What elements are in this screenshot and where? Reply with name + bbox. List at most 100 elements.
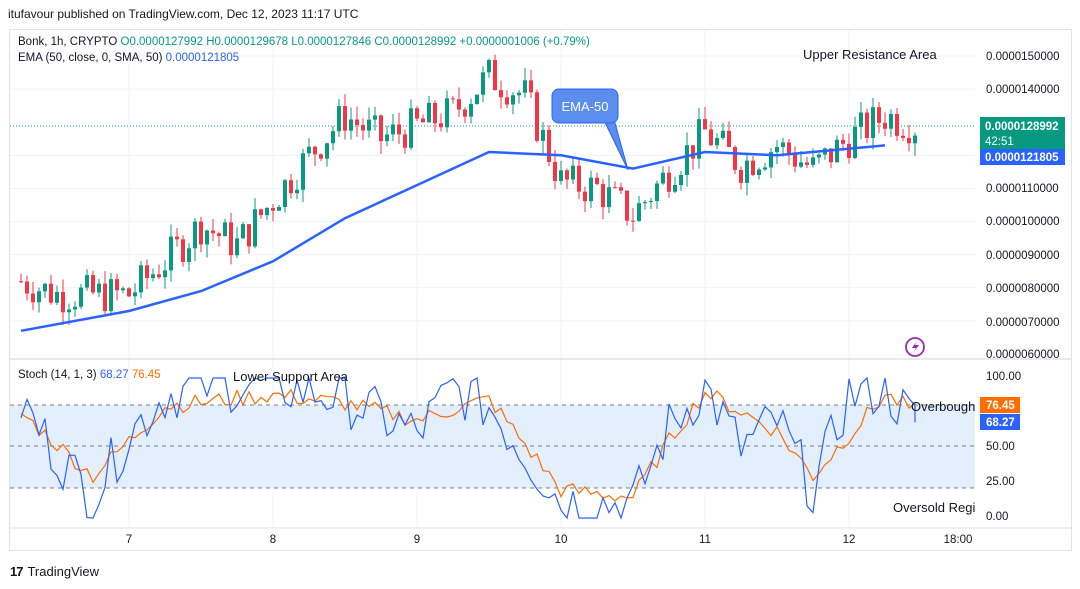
- candle-body: [745, 160, 749, 183]
- candle-body: [511, 95, 515, 105]
- candle-body: [361, 124, 365, 131]
- ema-value: 0.0000121805: [165, 52, 240, 64]
- candle-body: [85, 275, 89, 288]
- stoch-k-tag-value: 68.27: [986, 417, 1015, 429]
- candle-body: [241, 224, 245, 239]
- candle-body: [25, 281, 29, 294]
- candle-body: [343, 106, 347, 131]
- candle-body: [601, 184, 605, 208]
- candle-body: [187, 248, 191, 262]
- candle-body: [397, 124, 401, 135]
- candle-body: [865, 112, 869, 138]
- stoch-d-value: 76.45: [131, 369, 161, 381]
- last-price-tag: [980, 117, 1065, 150]
- candle-body: [901, 135, 905, 138]
- candle-body: [817, 154, 821, 158]
- bar-countdown: 42:51: [985, 136, 1014, 148]
- candle-body: [295, 189, 299, 194]
- candle-body: [421, 118, 425, 123]
- candle-body: [811, 157, 815, 165]
- candle-body: [577, 165, 581, 192]
- candle-body: [751, 160, 755, 175]
- symbol-legend[interactable]: Bonk, 1h, CRYPTO O0.0000127992 H0.000012…: [18, 36, 590, 48]
- candle-body: [523, 80, 527, 93]
- candle-body: [43, 283, 47, 292]
- candle-body: [847, 143, 851, 158]
- price-tick: 0.0000070000: [986, 317, 1060, 329]
- candle-body: [31, 293, 35, 303]
- candle-body: [613, 187, 617, 189]
- candle-body: [697, 119, 701, 159]
- ema-callout[interactable]: [551, 88, 619, 124]
- ema-50-line: [20, 144, 886, 333]
- candle-body: [271, 207, 275, 211]
- price-tick: 0.0000080000: [986, 283, 1060, 295]
- chart-frame[interactable]: [9, 29, 1072, 551]
- candle-body: [109, 279, 113, 312]
- candle-body: [145, 265, 149, 279]
- candle-body: [667, 172, 671, 192]
- candle-body: [253, 209, 257, 247]
- candle-body: [139, 265, 143, 293]
- publish-header: itufavour published on TradingView.com, …: [8, 7, 359, 21]
- time-axis: 7 8 9 10 11 12 18:00: [126, 534, 973, 546]
- candle-body: [853, 126, 857, 158]
- last-price-value: 0.0000128992: [985, 121, 1059, 133]
- candle-body: [379, 115, 383, 142]
- candle-body: [565, 170, 569, 180]
- candle-body: [505, 97, 509, 105]
- candle-body: [163, 270, 167, 278]
- candle-body: [37, 291, 41, 303]
- candle-body: [487, 59, 491, 73]
- stoch-k-tag: [980, 414, 1020, 430]
- candle-body: [217, 233, 221, 237]
- ema-callout-text: EMA-50: [562, 99, 609, 114]
- candle-body: [97, 283, 101, 293]
- price-tick: 0.0000140000: [986, 84, 1060, 96]
- candle-body: [685, 145, 689, 176]
- stoch-tick: 0.00: [986, 511, 1008, 523]
- overbought-label: Overbough: [911, 399, 975, 414]
- candle-body: [895, 114, 899, 136]
- candle-body: [235, 238, 239, 256]
- candle-body: [175, 236, 179, 240]
- candle-body: [433, 102, 437, 124]
- candle-body: [637, 203, 641, 222]
- lightning-icon[interactable]: [905, 337, 925, 357]
- candle-body: [691, 145, 695, 159]
- ema-legend[interactable]: EMA (50, close, 0, SMA, 50) 0.0000121805: [18, 52, 239, 64]
- price-tick: 0.0000090000: [986, 250, 1060, 262]
- candle-body: [133, 292, 137, 297]
- candle-body: [883, 122, 887, 129]
- candles: [19, 54, 917, 326]
- candle-body: [403, 134, 407, 148]
- candle-body: [553, 162, 557, 182]
- candle-body: [631, 220, 635, 222]
- candle-body: [793, 154, 797, 167]
- upper-resistance-label: Upper Resistance Area: [803, 47, 937, 62]
- candle-body: [313, 146, 317, 155]
- time-tick: 9: [414, 534, 420, 546]
- candle-body: [655, 183, 659, 202]
- candle-body: [481, 72, 485, 95]
- candle-body: [871, 107, 875, 138]
- candle-body: [589, 177, 593, 202]
- candle-body: [769, 152, 773, 168]
- candle-body: [763, 167, 767, 170]
- candle-body: [469, 103, 473, 117]
- ema-label: EMA (50, close, 0, SMA, 50): [18, 52, 163, 64]
- footer[interactable]: 17 TradingView: [10, 564, 99, 579]
- candle-body: [571, 165, 575, 180]
- candle-body: [199, 221, 203, 245]
- stoch-legend[interactable]: Stoch (14, 1, 3) 68.27 76.45: [18, 369, 161, 381]
- candle-body: [193, 221, 197, 249]
- candle-body: [259, 209, 263, 216]
- candle-body: [547, 129, 551, 163]
- candle-body: [115, 279, 119, 291]
- candle-body: [307, 146, 311, 154]
- candle-body: [247, 224, 251, 247]
- candle-body: [49, 283, 53, 303]
- stoch-d-line: [20, 388, 916, 502]
- candle-body: [517, 92, 521, 96]
